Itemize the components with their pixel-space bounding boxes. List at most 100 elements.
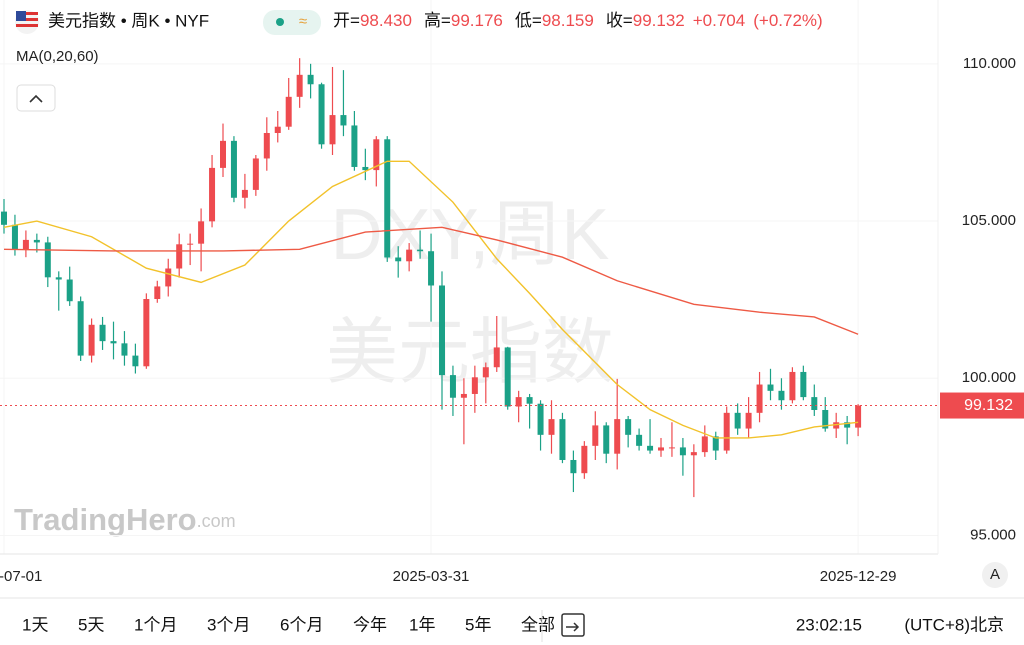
compare-icon[interactable]: [561, 613, 585, 637]
y-tick-label: 105.000: [962, 212, 1016, 229]
quote-value: (+0.72%): [753, 11, 822, 30]
moving-average: [3, 160, 859, 439]
candle-body: [647, 445, 654, 451]
flag-stripe: [16, 18, 38, 21]
auto-scale-button[interactable]: [982, 562, 1008, 588]
candle-body: [482, 367, 489, 378]
period-button[interactable]: 今年: [353, 615, 387, 634]
plot: [0, 58, 938, 498]
candle-body: [417, 249, 424, 252]
candle-body: [581, 445, 588, 474]
candle-body: [559, 419, 566, 460]
candle-body: [198, 221, 205, 244]
period-button[interactable]: 1天: [22, 615, 48, 634]
candle-body: [471, 377, 478, 394]
candle-body: [406, 249, 413, 262]
candle-body: [11, 224, 18, 250]
quote-value: 99.176: [451, 11, 503, 30]
candle-body: [143, 299, 150, 367]
candle-body: [176, 244, 183, 269]
period-button[interactable]: 1年: [409, 615, 435, 634]
candle-body: [362, 166, 369, 171]
candle-body: [55, 277, 62, 280]
candle-body: [592, 425, 599, 446]
candle-body: [187, 243, 194, 245]
candle-body: [734, 412, 741, 429]
candle-body: [110, 341, 117, 344]
candle-body: [701, 436, 708, 453]
candle-body: [526, 397, 533, 404]
quotes: 开=98.430 高=99.176 低=98.159 收=99.132 +0.704 (+…: [333, 11, 823, 30]
flag-stripe: [16, 12, 38, 15]
candle-body: [756, 384, 763, 413]
candle-body: [767, 384, 774, 391]
candle-body: [318, 84, 325, 145]
candle-body: [515, 397, 522, 407]
candle-body: [154, 286, 161, 300]
period-button[interactable]: 6个月: [280, 615, 323, 634]
watermark-line: DXY,周K: [331, 195, 610, 275]
candle-body: [493, 347, 500, 368]
period-button[interactable]: 5年: [465, 615, 491, 634]
candle-body: [712, 436, 719, 451]
candle-body: [66, 279, 73, 302]
watermark: DXY,周K 美元指数 TradingHero.com: [14, 195, 614, 537]
last-price-box: [940, 392, 1024, 419]
quote-label: 收=: [606, 11, 633, 30]
status-dot: [276, 18, 284, 26]
candle-body: [252, 158, 259, 190]
candle-body: [690, 452, 697, 456]
candle-body: [800, 371, 807, 398]
candle-body: [439, 285, 445, 376]
candle-body: [99, 324, 106, 342]
candle-body: [428, 251, 435, 286]
candle-body: [285, 96, 292, 127]
candle-body: [263, 132, 270, 159]
brand-suffix: .com: [197, 511, 236, 531]
period-bar: 1天 5天 1个月 3个月 6个月 今年 1年 5年 全部: [22, 615, 555, 634]
candle-body: [833, 422, 840, 429]
collapse-icon: [29, 94, 43, 103]
candle-body: [570, 459, 577, 474]
toggle[interactable]: [263, 10, 321, 35]
candle-body: [351, 125, 358, 167]
candle-body: [44, 242, 51, 278]
candle-body: [822, 409, 829, 429]
candle-body: [33, 239, 40, 243]
candle-body: [307, 74, 314, 85]
flag-stripe: [16, 24, 38, 27]
x-tick-label: 2024-07-01: [0, 568, 42, 585]
candle-body: [384, 139, 391, 258]
candle-body: [548, 419, 555, 435]
timezone[interactable]: (UTC+8)北京: [904, 615, 1004, 634]
last-price-label: 99.132: [964, 397, 1013, 414]
candle-body: [88, 324, 95, 356]
candle-body: [220, 140, 226, 168]
quote-value: 98.430: [360, 11, 412, 30]
auto-scale-label: A: [990, 566, 1000, 583]
period-button[interactable]: 3个月: [207, 615, 250, 634]
y-tick-label: 100.000: [962, 369, 1016, 386]
candle-body: [296, 74, 303, 97]
candle-body: [679, 447, 686, 456]
x-tick-label: 2025-03-31: [393, 568, 470, 585]
quote-label: 高=: [424, 11, 451, 30]
candle-body: [603, 425, 610, 454]
candle-body: [1, 211, 7, 225]
candle-body: [844, 422, 851, 428]
candle-body: [723, 412, 730, 451]
instrument-title[interactable]: 美元指数 • 周K • NYF: [48, 11, 209, 30]
period-button[interactable]: 1个月: [134, 615, 177, 634]
clock: 23:02:15: [796, 615, 862, 634]
period-button[interactable]: 5天: [78, 615, 104, 634]
collapse-button[interactable]: [16, 84, 56, 112]
quote-value: +0.704: [693, 11, 745, 30]
quote-label: 开=: [333, 11, 360, 30]
y-tick-label: 110.000: [963, 55, 1016, 72]
period-button[interactable]: 全部: [521, 615, 555, 634]
candle-body: [274, 126, 281, 133]
candle-body: [373, 139, 380, 171]
brand: TradingHero.com: [14, 502, 236, 537]
